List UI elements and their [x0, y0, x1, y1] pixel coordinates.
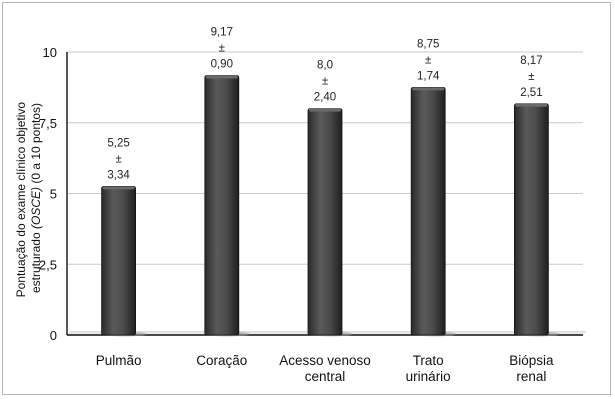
- category-label-2-0: Acesso venoso: [279, 353, 371, 368]
- category-label-2-1: central: [305, 369, 346, 384]
- value-label-3-1: ±: [425, 54, 431, 66]
- y-axis-title-line-1: Pontuação do exame clínico objetivo: [14, 102, 28, 298]
- value-label-4-2: 2,51: [520, 87, 542, 99]
- value-label-1-1: ±: [219, 42, 225, 54]
- y-tick-label-2: 5: [50, 187, 57, 202]
- y-axis-title: Pontuação do exame clínico objetivo estr…: [14, 99, 43, 298]
- value-label-1-2: 0,90: [211, 58, 233, 70]
- value-labels: 5,25 ±3,34 9,17 ±0,90 8,0 ±2,40 8,75 ±1,74 8,17 ±…: [107, 26, 542, 181]
- category-label-3-1: urinário: [406, 369, 451, 384]
- y-tick-label-4: 10: [43, 45, 57, 60]
- value-label-3-2: 1,74: [417, 70, 440, 82]
- category-label-3-0: Trato: [413, 353, 444, 368]
- bar-0: [101, 186, 136, 336]
- bar-cap-2: [309, 108, 341, 112]
- bars: [101, 75, 560, 337]
- value-label-0-1: ±: [115, 153, 121, 165]
- bar-chart: Pontuação do exame clínico objetivo estr…: [14, 26, 587, 384]
- chart-frame: Pontuação do exame clínico objetivo estr…: [2, 2, 611, 395]
- category-label-0-0: Pulmão: [96, 353, 142, 368]
- y-tick-labels: 0 2,5 5 7,5 10: [39, 45, 57, 343]
- bar-cap-0: [102, 186, 135, 190]
- category-label-1-0: Coração: [196, 353, 247, 368]
- bar-2: [307, 108, 343, 336]
- value-label-2-0: 8,0: [317, 60, 333, 72]
- value-label-1-0: 9,17: [211, 26, 233, 38]
- bar-cap-1: [205, 75, 238, 79]
- value-label-3-0: 8,75: [417, 38, 439, 50]
- value-label-4-1: ±: [528, 71, 534, 83]
- value-label-0-2: 3,34: [107, 169, 130, 181]
- y-tick-label-1: 2,5: [39, 257, 57, 272]
- bar-1: [204, 75, 240, 336]
- value-label-2-2: 2,40: [314, 92, 336, 104]
- value-label-2-1: ±: [322, 76, 328, 88]
- bar-3: [410, 86, 446, 336]
- y-tick-label-0: 0: [50, 328, 57, 343]
- bar-cap-4: [515, 103, 548, 107]
- category-label-4-1: renal: [516, 369, 546, 384]
- value-label-4-0: 8,17: [520, 55, 542, 67]
- bar-cap-3: [412, 87, 445, 91]
- bar-4: [513, 103, 549, 336]
- category-label-4-0: Biópsia: [509, 353, 554, 368]
- y-tick-label-3: 7,5: [39, 116, 57, 131]
- value-label-0-0: 5,25: [107, 137, 129, 149]
- y-axis-title-line-2: estruturado (OSCE) (0 a 10 pontos): [29, 103, 43, 293]
